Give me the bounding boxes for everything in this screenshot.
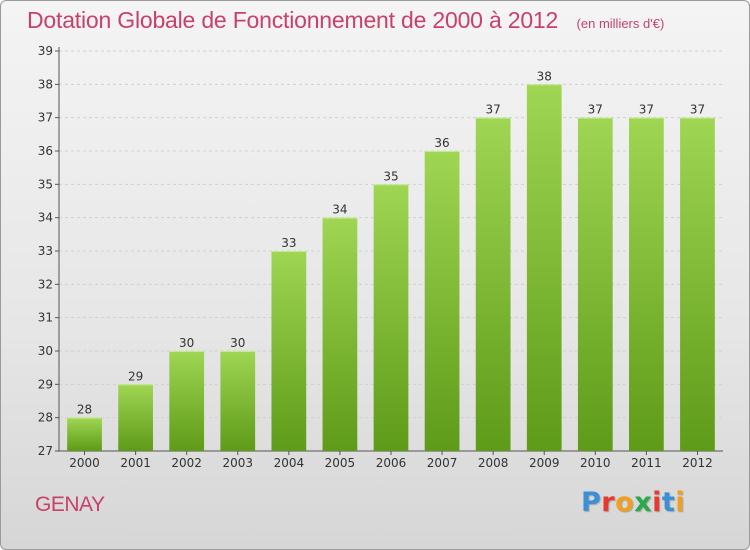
- data-label: 34: [332, 203, 347, 217]
- y-tick-label: 32: [38, 277, 53, 291]
- y-tick-label: 38: [38, 77, 53, 91]
- bar-2001: [118, 384, 153, 451]
- data-label: 37: [486, 103, 501, 117]
- x-tick-label: 2011: [631, 456, 662, 470]
- x-tick-label: 2004: [274, 456, 305, 470]
- x-tick-label: 2001: [120, 456, 151, 470]
- data-label: 29: [128, 369, 143, 383]
- proxiti-logo[interactable]: Proxiti: [581, 487, 685, 518]
- x-tick-labels: 2000 2001 2002 2003 2004 2005 2006 2007 2008 2009…: [69, 456, 712, 470]
- bars: [67, 84, 715, 452]
- logo-letter: i: [675, 487, 686, 518]
- bar-2011: [629, 117, 664, 452]
- bar-2012: [680, 117, 715, 452]
- y-tick-label: 27: [38, 444, 53, 458]
- x-tick-label: 2010: [580, 456, 611, 470]
- data-label: 37: [690, 103, 705, 117]
- data-label: 38: [537, 69, 552, 83]
- logo-letter: P: [581, 487, 602, 518]
- commune-name: GENAY: [35, 493, 105, 516]
- logo-letter: r: [601, 487, 616, 518]
- title-row: Dotation Globale de Fonctionnement de 20…: [27, 7, 664, 34]
- y-tick-label: 28: [38, 411, 53, 425]
- y-tick-label: 35: [38, 177, 53, 191]
- x-tick-label: 2009: [529, 456, 560, 470]
- data-label: 33: [281, 236, 296, 250]
- logo-letter: t: [661, 487, 676, 518]
- x-tick-label: 2002: [171, 456, 202, 470]
- bar-2003: [220, 351, 256, 451]
- x-tick-label: 2003: [222, 456, 253, 470]
- y-tick-label: 30: [38, 344, 53, 358]
- x-tick-label: 2007: [427, 456, 458, 470]
- data-labels: 28 29 30 30 33 34 35 36 37 38 37 37 37: [77, 69, 705, 416]
- data-label: 37: [588, 103, 603, 117]
- y-tick-label: 31: [38, 311, 53, 325]
- data-label: 30: [230, 336, 245, 350]
- y-tick-labels: 27 28 29 30 31 32 33 34 35 36 37 38 39: [38, 44, 53, 458]
- x-tick-label: 2000: [69, 456, 100, 470]
- y-tick-label: 36: [38, 144, 53, 158]
- chart-title: Dotation Globale de Fonctionnement de 20…: [27, 7, 559, 33]
- chart-unit-label: (en milliers d'€): [576, 16, 665, 31]
- bar-2002: [169, 351, 205, 451]
- x-tick-label: 2012: [682, 456, 713, 470]
- y-tick-label: 39: [38, 44, 53, 58]
- x-tick-label: 2005: [325, 456, 356, 470]
- data-label: 30: [179, 336, 194, 350]
- data-label: 37: [639, 103, 654, 117]
- y-tick-label: 37: [38, 111, 53, 125]
- y-tick-label: 34: [38, 211, 53, 225]
- data-label: 35: [383, 169, 398, 183]
- logo-letter: o: [615, 487, 635, 518]
- bar-2000: [67, 417, 102, 451]
- y-tick-label: 29: [38, 377, 53, 391]
- bar-2004: [271, 251, 307, 451]
- bar-2006: [373, 184, 409, 452]
- x-tick-label: 2006: [376, 456, 407, 470]
- data-label: 36: [434, 136, 449, 150]
- data-label: 28: [77, 403, 92, 417]
- y-tick-label: 33: [38, 244, 53, 258]
- bar-2009: [526, 84, 562, 451]
- bar-2007: [424, 151, 460, 451]
- logo-letter: i: [652, 487, 662, 518]
- x-tick-label: 2008: [478, 456, 509, 470]
- logo-letter: x: [634, 487, 653, 518]
- bar-2008: [475, 117, 511, 452]
- bar-2010: [577, 117, 613, 452]
- bar-2005: [322, 217, 358, 451]
